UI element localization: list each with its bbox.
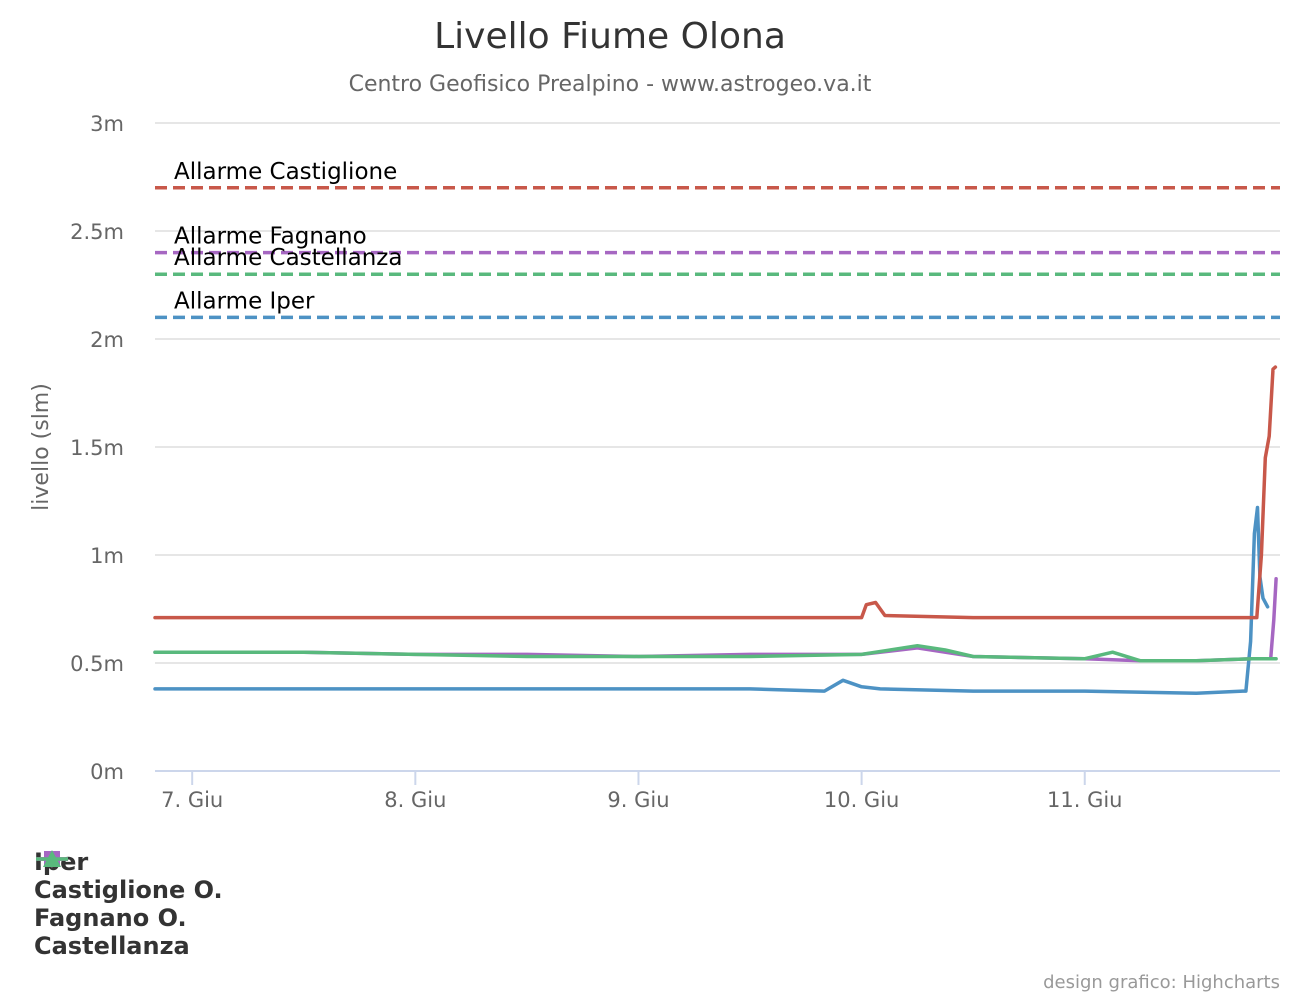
legend: Iper Castiglione O. Fagnano O. Castellanza <box>34 848 223 960</box>
x-tick-label: 8. Giu <box>384 788 446 812</box>
credits-text[interactable]: design grafico: Highcharts <box>1043 972 1280 993</box>
threshold-label: Allarme Fagnano <box>174 224 367 250</box>
x-tick-label: 9. Giu <box>607 788 669 812</box>
y-tick-label: 1m <box>90 544 124 568</box>
y-tick-label: 2m <box>90 328 124 352</box>
y-tick-label: 0m <box>90 760 124 784</box>
y-tick-label: 1.5m <box>70 436 124 460</box>
series-line-1 <box>153 505 1270 695</box>
legend-label: Fagnano O. <box>34 904 187 932</box>
legend-symbol-icon <box>36 850 68 867</box>
chart-subtitle: Centro Geofisico Prealpino - www.astroge… <box>349 72 872 97</box>
x-tick-label: 10. Giu <box>824 788 900 812</box>
legend-item[interactable]: Castellanza <box>34 850 223 960</box>
series-line-2 <box>153 365 1278 620</box>
legend-label: Iper <box>34 848 89 876</box>
threshold-label: Allarme Castiglione <box>174 159 397 185</box>
y-tick-label: 2.5m <box>70 220 124 244</box>
threshold-label: Allarme Castellanza <box>174 245 402 271</box>
series-line-3 <box>153 577 1278 663</box>
y-axis-title: livello (slm) <box>29 383 54 511</box>
x-tick-label: 7. Giu <box>161 788 223 812</box>
threshold-label: Allarme Iper <box>174 288 315 314</box>
series-line-4 <box>153 643 1278 663</box>
x-tick-label: 11. Giu <box>1047 788 1123 812</box>
legend-label: Castiglione O. <box>34 876 223 904</box>
chart-title: Livello Fiume Olona <box>434 16 786 57</box>
legend-item[interactable]: Castiglione O. <box>34 851 223 904</box>
y-tick-label: 0.5m <box>70 652 124 676</box>
y-tick-label: 3m <box>90 112 124 136</box>
legend-label: Castellanza <box>34 932 190 960</box>
legend-item[interactable]: Fagnano O. <box>34 851 223 932</box>
